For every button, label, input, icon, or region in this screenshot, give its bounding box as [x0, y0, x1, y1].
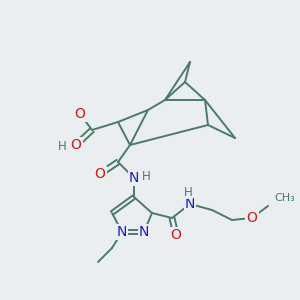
- Text: H: H: [142, 170, 150, 184]
- Text: O: O: [247, 211, 257, 225]
- Text: H: H: [58, 140, 66, 152]
- Text: O: O: [70, 138, 81, 152]
- Text: O: O: [94, 167, 105, 181]
- Text: O: O: [171, 228, 182, 242]
- Text: N: N: [129, 171, 139, 185]
- Text: N: N: [139, 225, 149, 239]
- Text: H: H: [184, 185, 192, 199]
- Text: N: N: [117, 225, 127, 239]
- Text: CH₃: CH₃: [274, 193, 295, 203]
- Text: O: O: [75, 107, 86, 121]
- Text: N: N: [185, 197, 195, 211]
